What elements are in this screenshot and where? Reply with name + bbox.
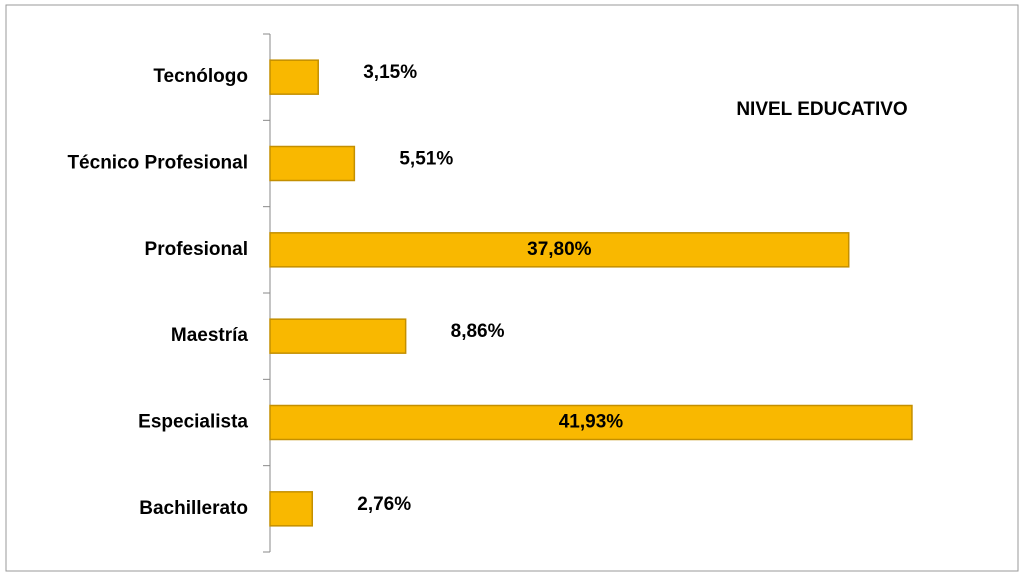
y-tick-label: Profesional xyxy=(145,239,248,260)
bar xyxy=(269,491,314,527)
bar xyxy=(269,232,850,268)
data-label: 5,51% xyxy=(399,149,453,170)
bar xyxy=(269,145,356,182)
chart-title: NIVEL EDUCATIVO xyxy=(736,99,907,120)
y-tick-label: Bachillerato xyxy=(139,498,248,519)
bar xyxy=(269,404,913,441)
data-label: 37,80% xyxy=(527,239,592,260)
data-label: 3,15% xyxy=(363,62,417,83)
y-tick-label: Tecnólogo xyxy=(153,66,248,87)
y-tick-label: Especialista xyxy=(138,412,248,433)
chart-frame xyxy=(5,4,1019,572)
y-tick-label: Técnico Profesional xyxy=(67,153,248,174)
data-label: 2,76% xyxy=(357,494,411,515)
data-label: 41,93% xyxy=(559,412,624,433)
bar xyxy=(269,59,319,95)
data-label: 8,86% xyxy=(451,321,505,342)
y-tick-label: Maestría xyxy=(171,325,249,346)
bar xyxy=(269,318,407,354)
